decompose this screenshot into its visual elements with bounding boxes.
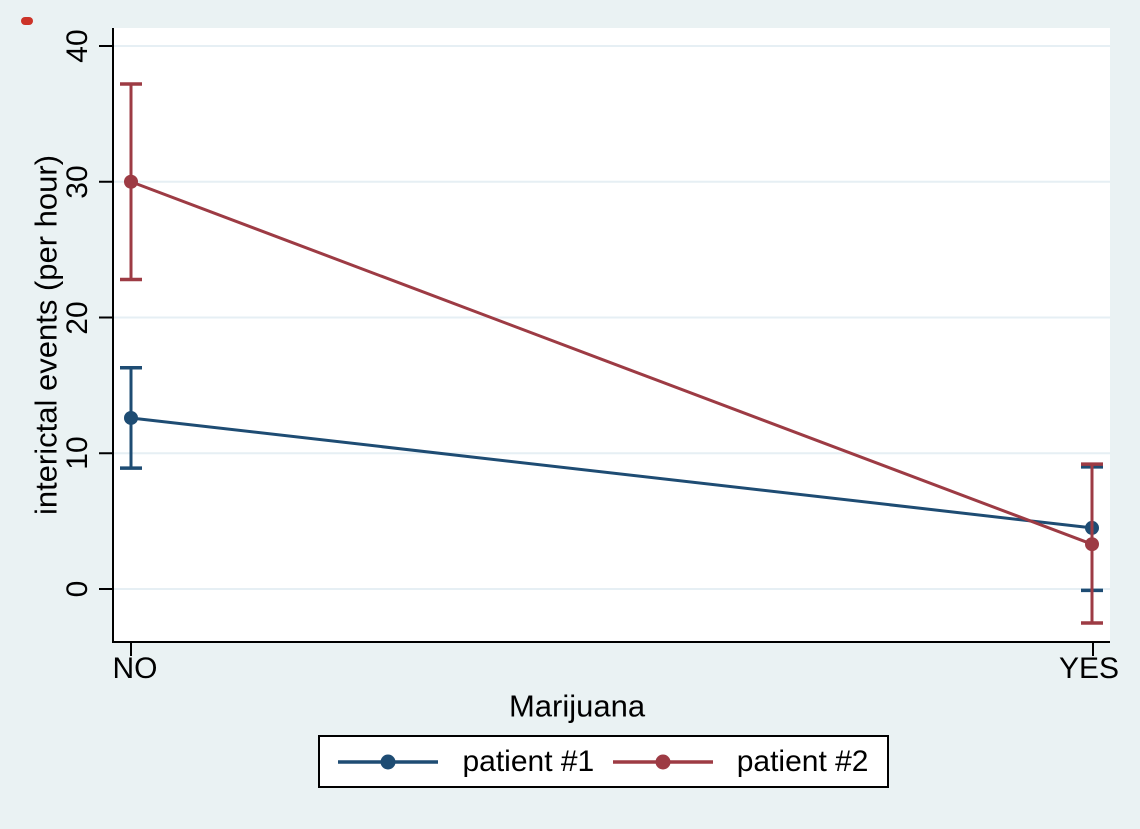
x-tick-label: NO: [112, 652, 158, 685]
legend-item: patient #2: [612, 744, 869, 778]
legend-label: patient #2: [736, 744, 869, 778]
y-tick-label: 40: [61, 29, 94, 63]
screen-artifact-dot: [21, 17, 33, 25]
y-axis-title: interictal events (per hour): [28, 154, 64, 516]
legend-sample-line-icon: [338, 754, 439, 769]
data-point-marker: [124, 410, 138, 425]
x-tick-label: YES: [1058, 652, 1120, 685]
legend-label: patient #1: [462, 744, 595, 778]
legend-sample-line-icon: [612, 754, 713, 769]
plot-area: [113, 28, 1110, 642]
series-line: [130, 180, 1093, 546]
data-point-marker: [1085, 537, 1099, 552]
y-tick-label: 30: [61, 165, 94, 199]
legend-item: patient #1: [338, 744, 595, 778]
x-axis-title: Marijuana: [508, 688, 646, 724]
y-tick-label: 10: [61, 436, 94, 470]
series-line: [130, 416, 1093, 530]
y-tick-label: 20: [61, 300, 94, 335]
legend: patient #1 patient #2: [318, 735, 889, 788]
y-tick-label: 0: [61, 580, 94, 598]
data-point-marker: [124, 174, 138, 189]
